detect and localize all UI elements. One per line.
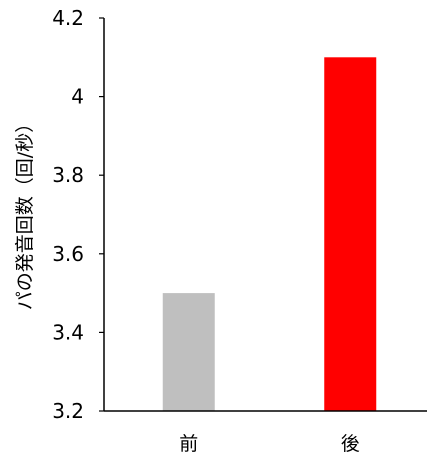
y-tick-label: 4.2 (52, 6, 84, 30)
x-tick-label: 前 (179, 433, 198, 455)
bar-after (324, 57, 377, 412)
bars (162, 57, 377, 412)
x-ticks: 前後 (179, 433, 360, 455)
y-tick-label: 3.4 (52, 320, 84, 344)
y-axis-label: パの発音回数（回/秒） (14, 114, 36, 310)
y-tick-label: 3.6 (52, 242, 84, 266)
y-tick-label: 3.2 (52, 399, 84, 423)
x-tick-label: 後 (341, 433, 360, 455)
y-tick-label: 3.8 (52, 163, 84, 187)
bar-before (162, 293, 215, 411)
y-tick-label: 4 (71, 85, 84, 109)
y-ticks: 3.2 3.4 3.6 3.8 4 4.2 (52, 6, 104, 423)
